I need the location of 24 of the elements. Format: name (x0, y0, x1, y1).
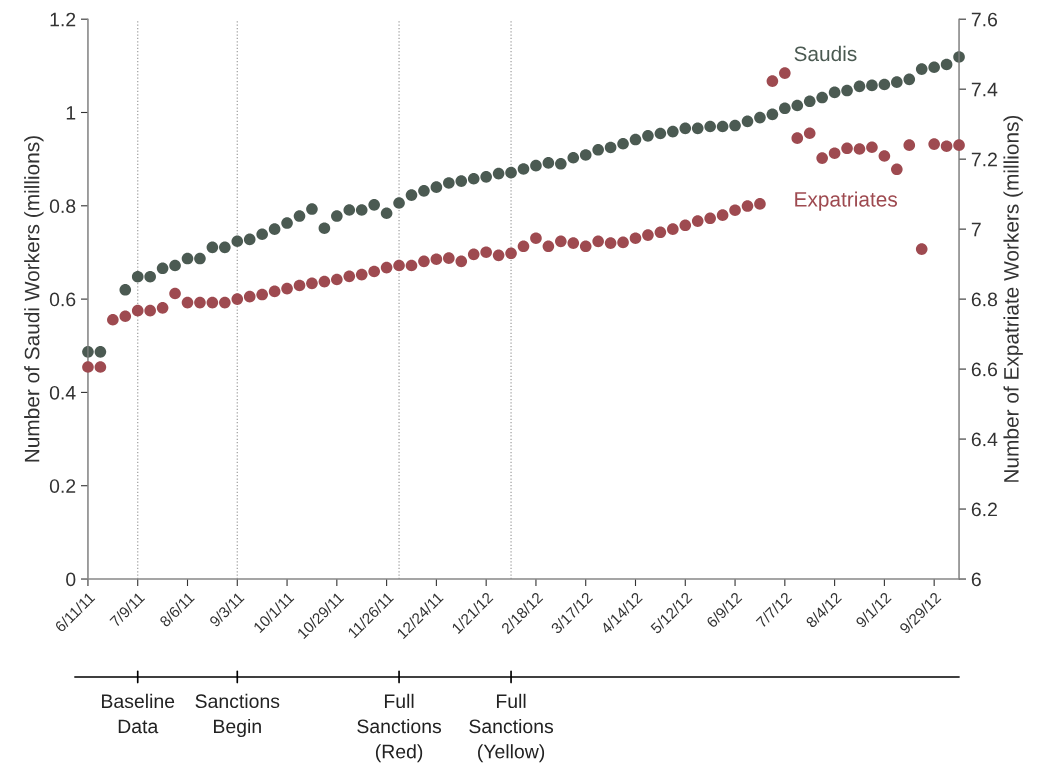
y-tick-label: 1 (66, 106, 76, 120)
y2-tick-label: 7 (971, 222, 981, 237)
y2-tick-label: 6.8 (971, 292, 998, 307)
annotation: Baseline Data (102, 693, 175, 734)
y-tick-label: 0.2 (49, 479, 76, 493)
y2-axis-title: Number of Expatriate Workers (millions) (1003, 115, 1023, 482)
series-label: Saudis (794, 45, 857, 62)
y-tick-label: 0 (66, 572, 76, 587)
y-axis-title: Number of Saudi Workers (millions) (24, 136, 44, 462)
annotation: Sanctions Begin (195, 693, 280, 738)
y2-tick-label: 6.6 (971, 362, 998, 377)
y2-tick-label: 6.2 (971, 502, 997, 517)
annotation: Full Sanctions (Yellow) (469, 693, 554, 763)
y-tick-label: 1.2 (50, 12, 76, 27)
y2-tick-label: 6.4 (971, 432, 998, 447)
y2-tick-label: 7.4 (971, 82, 998, 97)
y-tick-label: 0.6 (49, 292, 76, 307)
annotation: Full Sanctions (Red) (357, 693, 442, 763)
y-tick-label: 0.8 (49, 199, 76, 214)
y2-tick-label: 6 (971, 572, 981, 587)
y2-tick-label: 7.2 (971, 152, 997, 167)
y2-tick-label: 7.6 (971, 12, 998, 27)
series-label: Expatriates (795, 191, 898, 211)
y-tick-label: 0.4 (49, 385, 76, 400)
